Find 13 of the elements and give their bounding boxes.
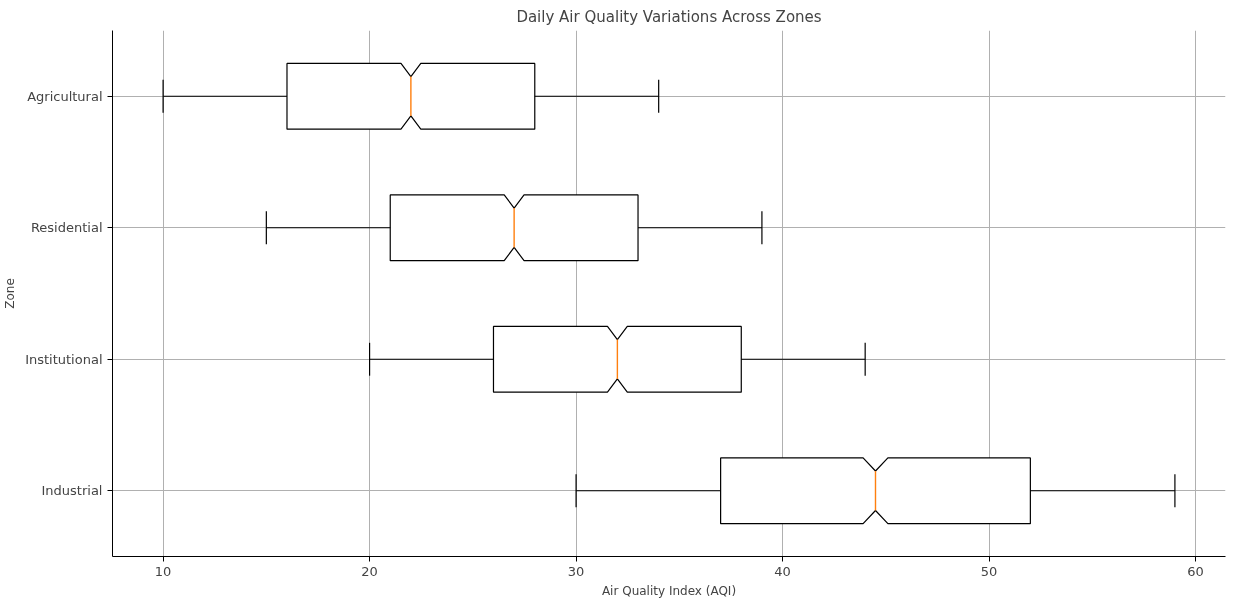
x-tick-label: 30 [567, 563, 585, 579]
x-tick-label: 40 [774, 563, 791, 579]
y-tick-label: Residential [30, 220, 103, 236]
x-tick-label: 50 [980, 563, 998, 579]
x-axis-title: Air Quality Index (AQI) [601, 583, 737, 598]
x-tick-label: 60 [1187, 563, 1204, 579]
y-tick-label: Institutional [25, 351, 103, 367]
chart-title: Daily Air Quality Variations Across Zones [516, 7, 822, 26]
x-tick-label: 10 [154, 563, 172, 579]
y-tick-label: Industrial [41, 483, 103, 499]
y-axis-title: Zone [3, 278, 18, 309]
x-tick-label: 20 [361, 563, 378, 579]
y-tick-label: Agricultural [27, 88, 103, 104]
